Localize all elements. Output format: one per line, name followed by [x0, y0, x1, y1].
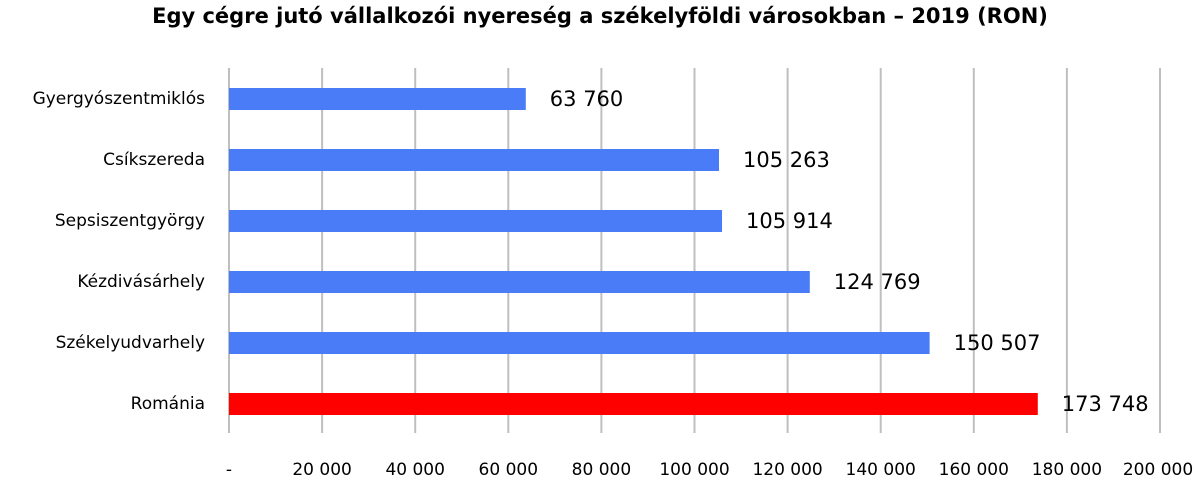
bar [229, 210, 723, 232]
x-tick-label: 40 000 [385, 460, 444, 480]
value-label: 173 748 [1062, 392, 1149, 416]
category-label: Románia [131, 394, 205, 414]
category-label: Csíkszereda [103, 150, 205, 170]
value-label: 63 760 [550, 87, 623, 111]
x-tick-label: 100 000 [659, 460, 729, 480]
x-tick-label: 180 000 [1032, 460, 1102, 480]
x-tick-label: 120 000 [752, 460, 822, 480]
bar [229, 88, 526, 110]
category-label: Sepsiszentgyörgy [55, 211, 205, 231]
value-label: 124 769 [834, 270, 921, 294]
bar [229, 332, 930, 354]
x-tick-label: 160 000 [939, 460, 1009, 480]
category-label: Kézdivásárhely [77, 272, 205, 292]
x-tick-label: 60 000 [479, 460, 538, 480]
x-tick-label: 140 000 [846, 460, 916, 480]
bar [229, 393, 1038, 415]
category-label: Székelyudvarhely [56, 333, 205, 353]
x-tick-label: 80 000 [572, 460, 631, 480]
x-tick-label: 20 000 [292, 460, 351, 480]
bar [229, 149, 719, 171]
value-label: 150 507 [954, 331, 1041, 355]
x-tick-label: 200 000 [1123, 460, 1193, 480]
value-label: 105 263 [743, 148, 830, 172]
value-label: 105 914 [746, 209, 833, 233]
x-tick-label: - [226, 460, 232, 480]
chart-title: Egy cégre jutó vállalkozói nyereség a sz… [152, 4, 1048, 28]
category-label: Gyergyószentmiklós [33, 89, 206, 109]
bar [229, 271, 810, 293]
